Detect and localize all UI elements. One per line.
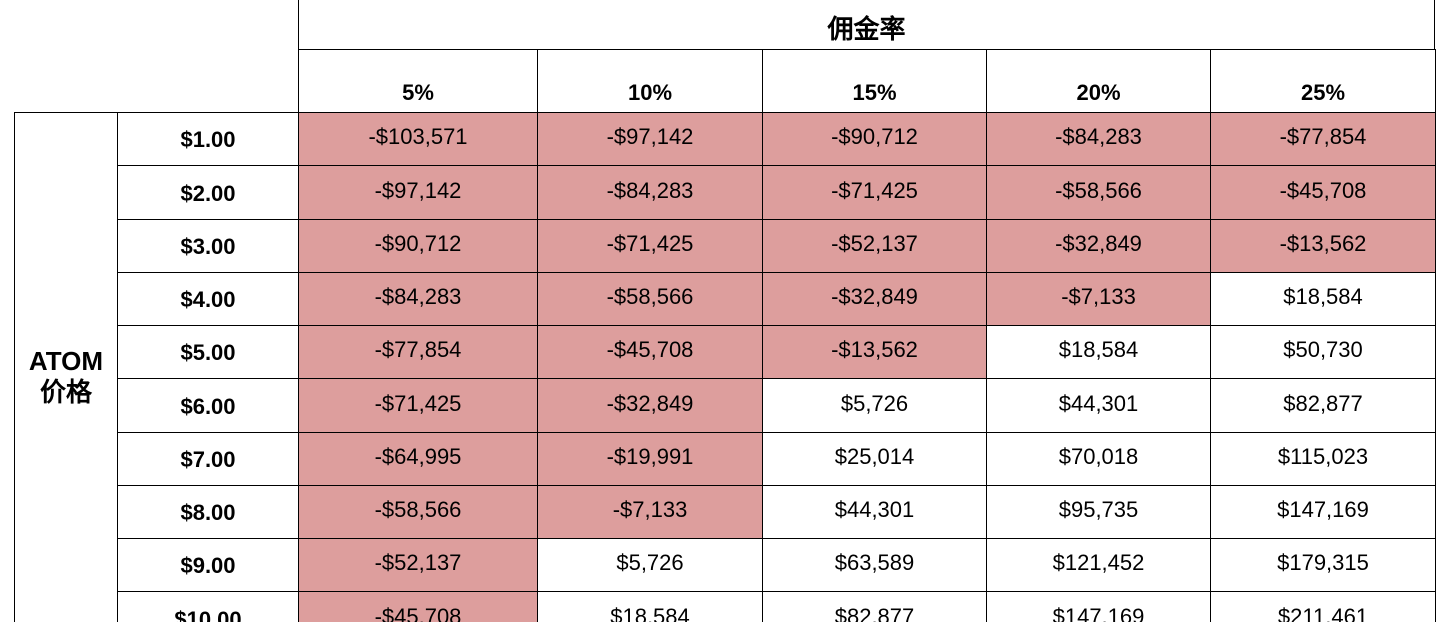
table-cell: -$71,425 [762,165,987,220]
commission-rate-header: 佣金率 [298,0,1435,50]
table-cell: -$58,566 [298,485,538,539]
row-price-label: $3.00 [117,219,299,273]
table-cell: -$84,283 [986,112,1211,166]
table-cell: $18,584 [1210,272,1436,326]
table-cell: -$90,712 [762,112,987,166]
table-cell: $115,023 [1210,432,1436,486]
atom-price-header: ATOM 价格 [14,112,118,622]
table-cell: $18,584 [537,591,763,622]
table-cell: $179,315 [1210,538,1436,592]
table-cell: -$45,708 [537,325,763,379]
table-cell: $95,735 [986,485,1211,539]
column-header: 15% [762,49,987,113]
row-price-label: $9.00 [117,538,299,592]
table-cell: -$84,283 [298,272,538,326]
table-cell: -$32,849 [986,219,1211,273]
table-cell: -$90,712 [298,219,538,273]
table-cell: -$84,283 [537,165,763,220]
table-cell: $5,726 [537,538,763,592]
table-cell: -$45,708 [298,591,538,622]
table-cell: $147,169 [986,591,1211,622]
table-cell: $211,461 [1210,591,1436,622]
row-price-label: $7.00 [117,432,299,486]
commission-rate-title: 佣金率 [827,13,906,44]
table-cell: -$97,142 [298,165,538,220]
row-price-label: $2.00 [117,165,299,220]
table-cell: $18,584 [986,325,1211,379]
table-cell: -$71,425 [537,219,763,273]
row-price-label: $6.00 [117,378,299,433]
table-cell: $50,730 [1210,325,1436,379]
table-cell: -$32,849 [762,272,987,326]
table-cell: -$52,137 [762,219,987,273]
table-cell: -$52,137 [298,538,538,592]
column-header: 25% [1210,49,1436,113]
atom-price-title-line1: ATOM [28,345,104,376]
table-cell: -$77,854 [1210,112,1436,166]
column-header: 5% [298,49,538,113]
table-cell: $121,452 [986,538,1211,592]
table-cell: -$45,708 [1210,165,1436,220]
row-price-label: $1.00 [117,112,299,166]
atom-price-title-line2: 价格 [39,377,92,407]
table-cell: -$58,566 [986,165,1211,220]
row-price-label: $8.00 [117,485,299,539]
table-cell: -$77,854 [298,325,538,379]
table-cell: -$13,562 [762,325,987,379]
table-cell: $5,726 [762,378,987,433]
table-cell: -$7,133 [537,485,763,539]
table-cell: -$58,566 [537,272,763,326]
table-cell: -$64,995 [298,432,538,486]
table-cell: -$13,562 [1210,219,1436,273]
table-cell: $44,301 [762,485,987,539]
row-price-label: $4.00 [117,272,299,326]
column-header: 20% [986,49,1211,113]
table-cell: $44,301 [986,378,1211,433]
row-price-label: $5.00 [117,325,299,379]
table-cell: -$97,142 [537,112,763,166]
table-cell: $82,877 [762,591,987,622]
table-cell: -$71,425 [298,378,538,433]
table-cell: -$103,571 [298,112,538,166]
table-cell: $25,014 [762,432,987,486]
table-cell: $82,877 [1210,378,1436,433]
column-header: 10% [537,49,763,113]
table-cell: $147,169 [1210,485,1436,539]
table-cell: -$19,991 [537,432,763,486]
table-cell: $70,018 [986,432,1211,486]
table-cell: $63,589 [762,538,987,592]
table-cell: -$32,849 [537,378,763,433]
row-price-label: $10.00 [117,591,299,622]
table-cell: -$7,133 [986,272,1211,326]
